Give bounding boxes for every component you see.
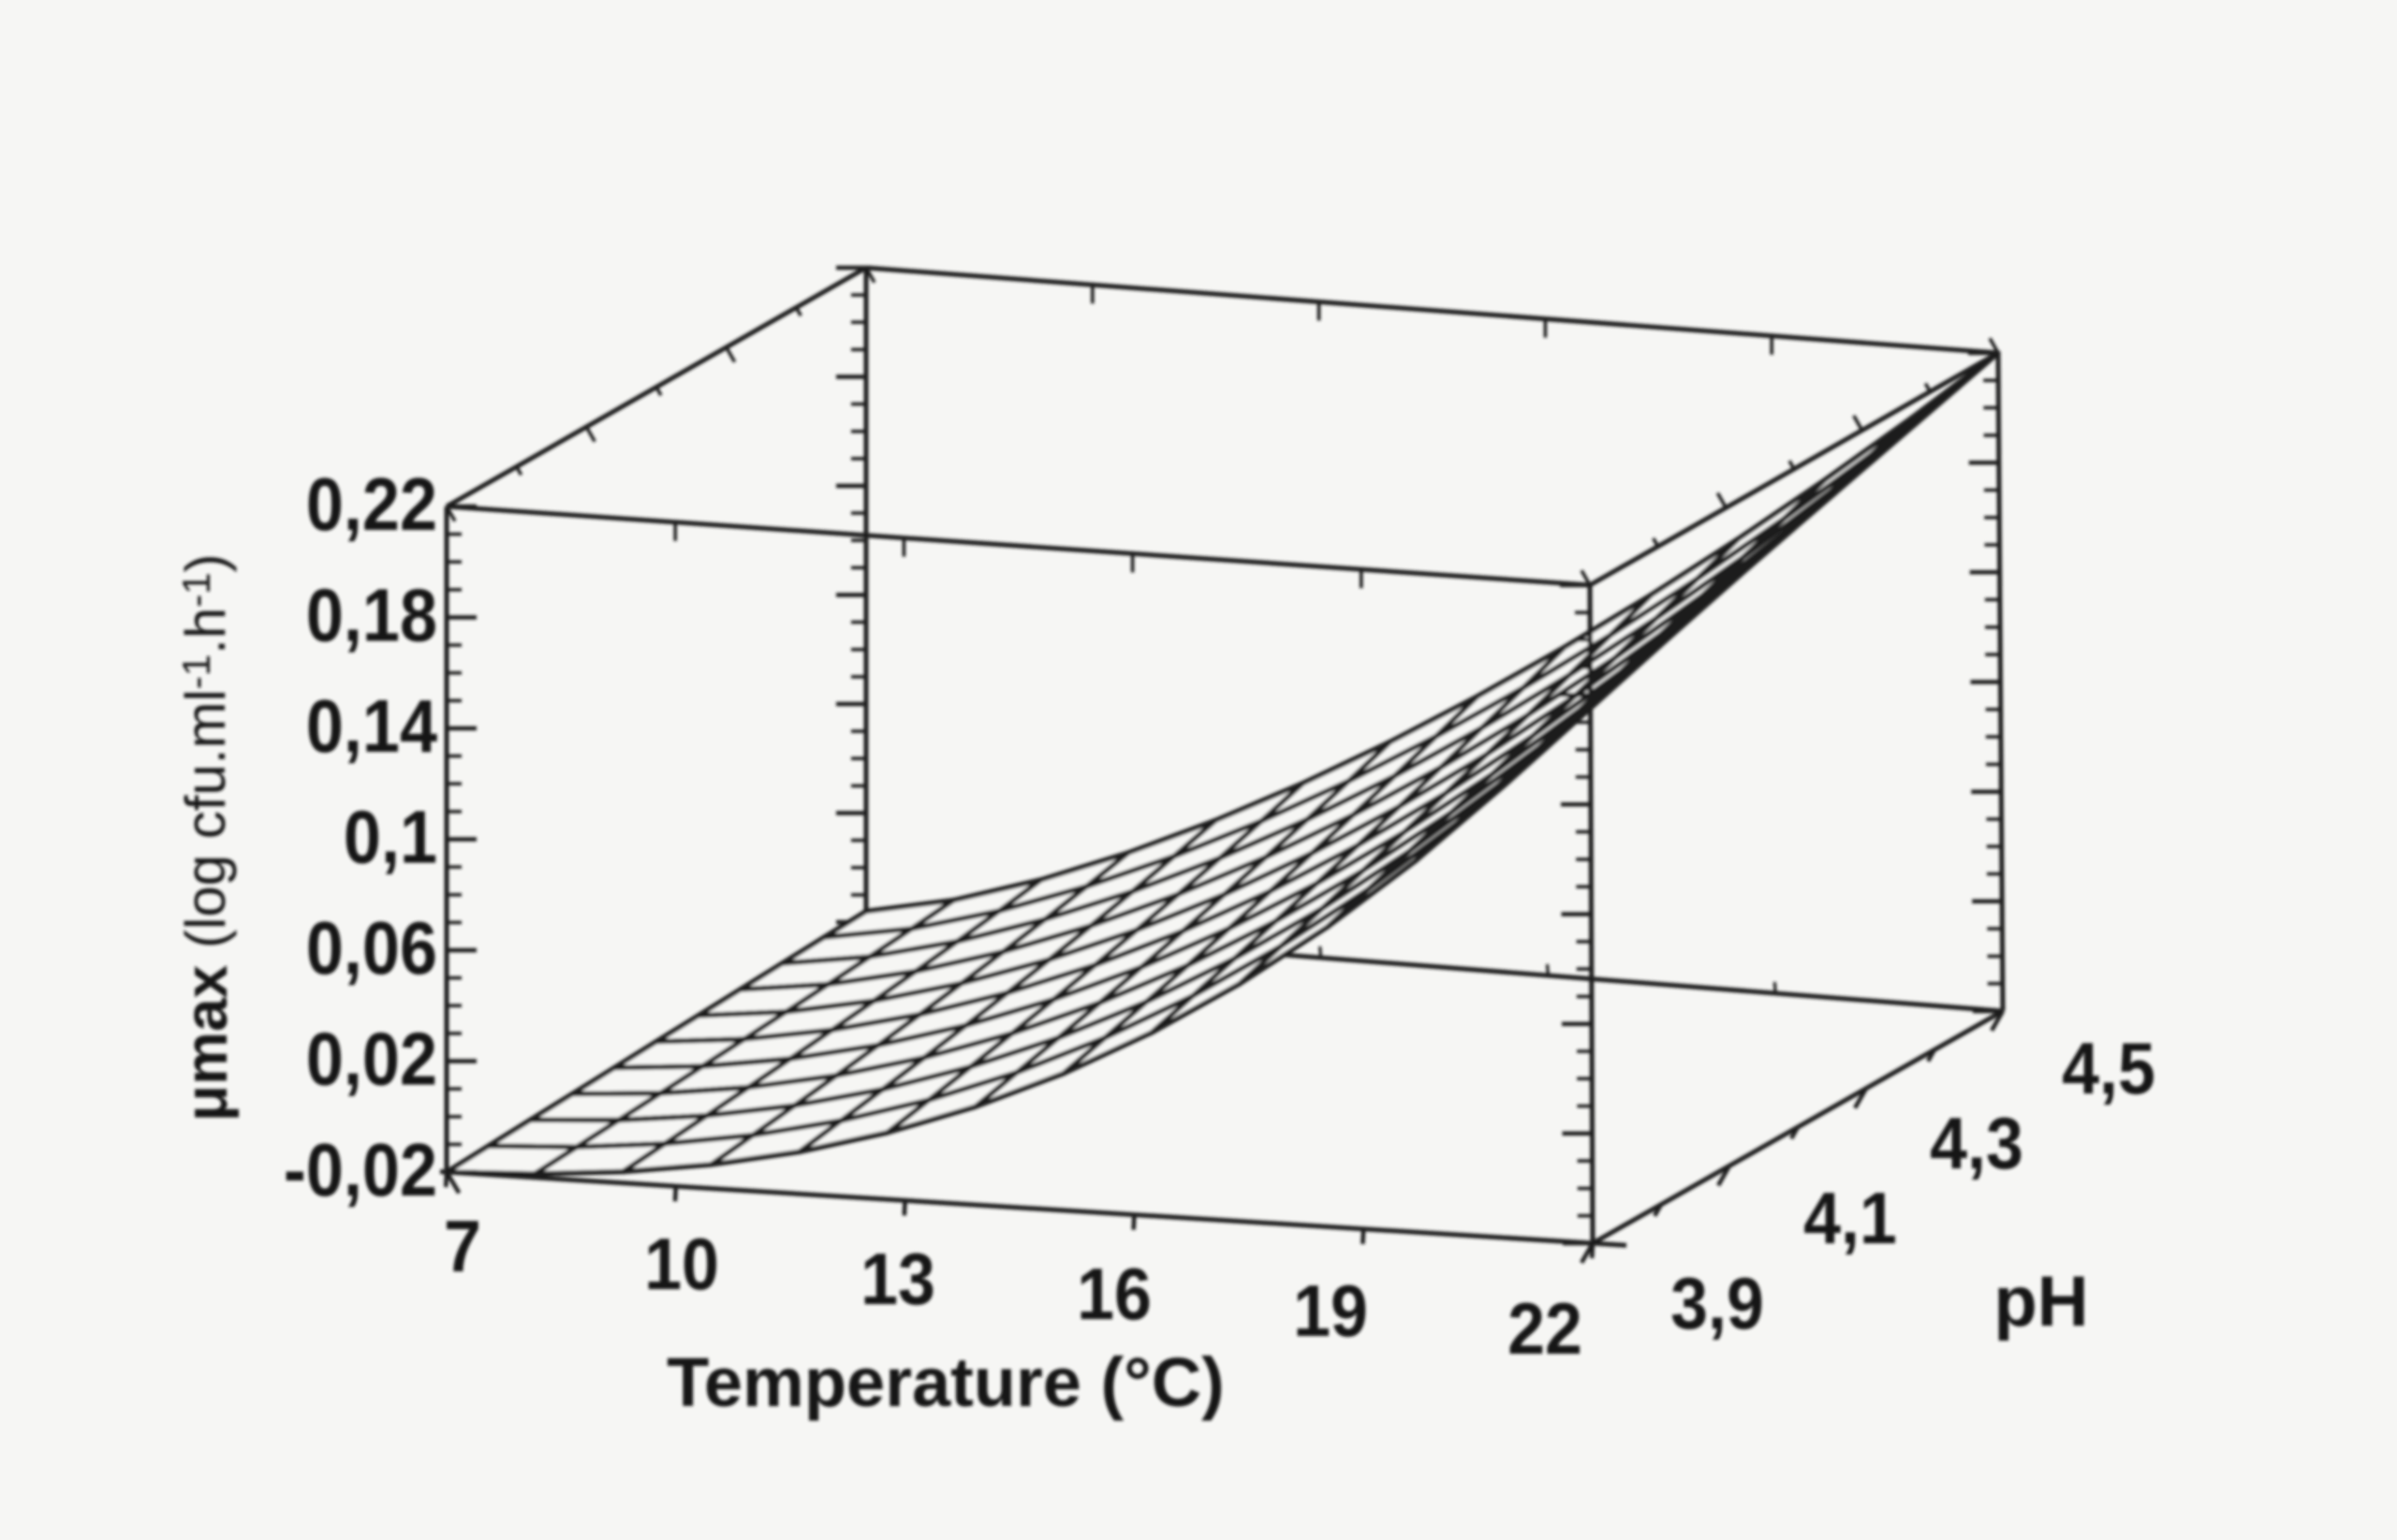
svg-text:4,1: 4,1: [1803, 1177, 1897, 1258]
svg-text:19: 19: [1293, 1269, 1368, 1351]
svg-text:-0,02: -0,02: [284, 1129, 437, 1212]
svg-text:pH: pH: [1993, 1262, 2088, 1342]
svg-text:0,1: 0,1: [344, 796, 437, 879]
svg-text:3,9: 3,9: [1670, 1262, 1764, 1343]
svg-text:4,3: 4,3: [1930, 1102, 2023, 1183]
svg-text:13: 13: [860, 1238, 935, 1319]
svg-text:0,18: 0,18: [306, 574, 437, 657]
svg-text:10: 10: [644, 1223, 719, 1304]
svg-text:0,06: 0,06: [306, 907, 437, 990]
svg-text:Temperature (°C): Temperature (°C): [667, 1343, 1225, 1421]
svg-text:4,5: 4,5: [2062, 1027, 2155, 1108]
svg-text:22: 22: [1507, 1287, 1582, 1369]
svg-text:0,22: 0,22: [306, 463, 437, 547]
svg-text:μmax (log cfu.ml-1.h-1): μmax (log cfu.ml-1.h-1): [172, 553, 240, 1122]
svg-text:7: 7: [444, 1205, 481, 1286]
svg-text:0,02: 0,02: [306, 1018, 437, 1101]
svg-text:0,14: 0,14: [306, 685, 437, 769]
svg-text:16: 16: [1077, 1253, 1152, 1334]
